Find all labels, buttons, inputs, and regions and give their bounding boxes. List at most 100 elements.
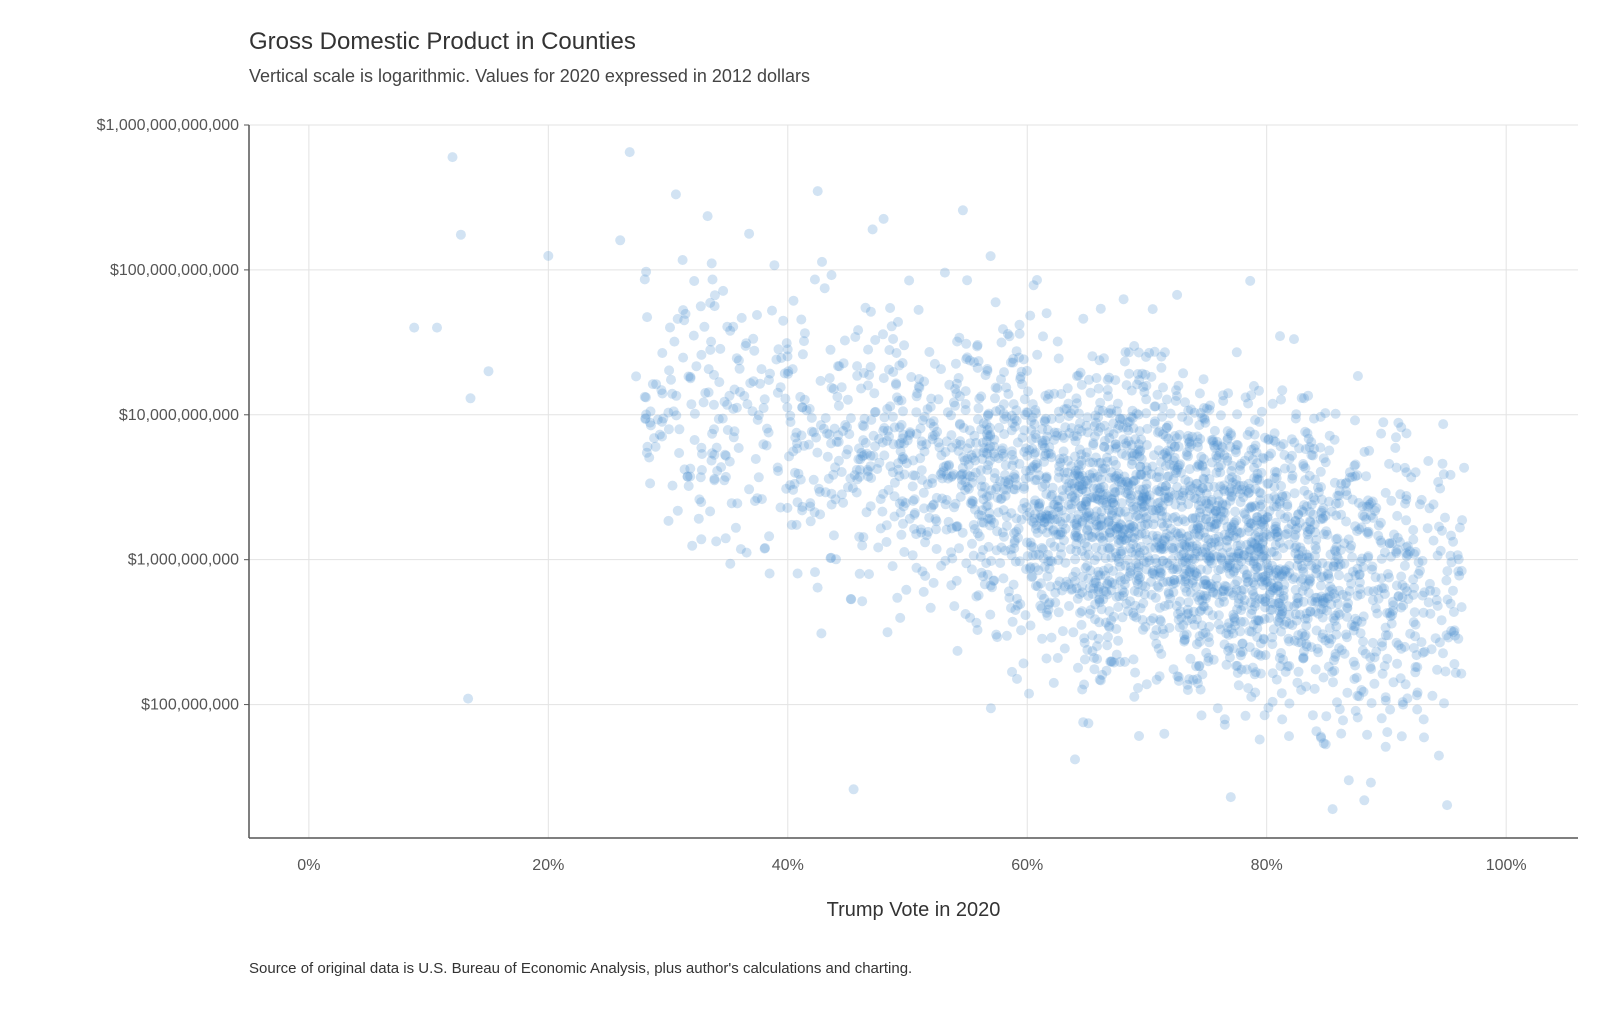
scatter-point	[1448, 627, 1459, 637]
scatter-point	[1080, 512, 1091, 523]
scatter-point	[999, 414, 1010, 425]
scatter-point	[1087, 630, 1098, 641]
scatter-point	[1230, 563, 1241, 574]
scatter-point	[1179, 635, 1190, 646]
scatter-point	[1203, 632, 1214, 643]
scatter-point	[1053, 502, 1064, 512]
scatter-point	[1243, 450, 1254, 461]
scatter-point	[639, 391, 650, 402]
scatter-point	[1077, 580, 1088, 591]
scatter-point	[947, 553, 958, 564]
scatter-point	[1069, 470, 1080, 481]
scatter-point	[877, 506, 888, 517]
scatter-point	[1057, 527, 1068, 538]
scatter-point	[943, 461, 954, 471]
scatter-point	[887, 411, 898, 422]
scatter-point	[1200, 575, 1211, 586]
scatter-point	[1119, 587, 1130, 598]
scatter-point	[960, 485, 971, 495]
scatter-point	[1216, 552, 1226, 563]
scatter-point	[1118, 422, 1128, 433]
scatter-point	[1453, 566, 1464, 577]
scatter-point	[1222, 562, 1233, 573]
scatter-point	[1145, 497, 1156, 508]
scatter-point	[1228, 609, 1239, 620]
scatter-point	[1123, 479, 1134, 490]
scatter-point	[943, 516, 954, 527]
scatter-point	[1446, 530, 1456, 541]
scatter-point	[927, 473, 938, 484]
scatter-point	[1076, 449, 1087, 460]
scatter-point	[671, 390, 682, 401]
scatter-point	[1276, 569, 1287, 580]
scatter-point	[1266, 547, 1277, 558]
scatter-point	[1250, 667, 1261, 678]
scatter-point	[1329, 655, 1339, 666]
scatter-point	[772, 387, 783, 398]
scatter-point	[1194, 631, 1205, 642]
scatter-point	[722, 321, 733, 332]
scatter-point	[1068, 627, 1079, 638]
scatter-point	[924, 512, 935, 523]
scatter-point	[1349, 621, 1360, 632]
scatter-point	[1204, 503, 1215, 514]
scatter-point	[815, 375, 826, 386]
scatter-point	[784, 451, 794, 462]
scatter-point	[1287, 620, 1298, 631]
scatter-point	[967, 477, 978, 488]
scatter-point	[1153, 643, 1164, 654]
scatter-point	[838, 358, 849, 369]
scatter-point	[893, 464, 904, 475]
scatter-point	[1184, 567, 1195, 578]
scatter-point	[1217, 586, 1228, 597]
scatter-point	[1270, 564, 1281, 575]
scatter-point	[1128, 607, 1139, 618]
scatter-point	[1172, 462, 1183, 473]
scatter-point	[1241, 539, 1252, 550]
scatter-point	[1155, 486, 1165, 497]
scatter-point	[1253, 615, 1263, 626]
scatter-point	[1124, 519, 1135, 530]
scatter-point	[1203, 482, 1214, 492]
scatter-point	[1047, 556, 1057, 567]
scatter-point	[1170, 527, 1181, 538]
scatter-point	[695, 472, 706, 483]
scatter-point	[893, 395, 904, 406]
scatter-point	[1063, 579, 1074, 590]
scatter-point	[953, 373, 964, 383]
scatter-point	[1120, 535, 1131, 546]
scatter-point	[969, 357, 979, 368]
scatter-point	[1027, 571, 1038, 582]
scatter-point	[1001, 382, 1012, 393]
scatter-point	[1262, 512, 1273, 523]
scatter-point	[705, 344, 716, 355]
scatter-point	[706, 336, 717, 347]
scatter-point	[1168, 512, 1178, 523]
scatter-point	[1240, 509, 1251, 520]
scatter-point	[1133, 587, 1144, 598]
scatter-point	[1226, 624, 1237, 635]
scatter-point	[1442, 594, 1453, 605]
scatter-point	[792, 497, 803, 508]
scatter-point	[957, 468, 968, 479]
scatter-point	[1399, 641, 1410, 652]
scatter-point	[1286, 434, 1297, 445]
scatter-point	[1208, 654, 1219, 665]
scatter-point	[739, 391, 750, 401]
scatter-point	[1074, 481, 1085, 492]
scatter-point	[1239, 455, 1250, 466]
scatter-point	[1203, 656, 1214, 667]
scatter-point	[970, 467, 981, 478]
scatter-point	[1108, 418, 1119, 429]
scatter-point	[465, 393, 476, 404]
scatter-point	[1439, 698, 1449, 709]
scatter-point	[1277, 603, 1288, 614]
scatter-point	[1008, 472, 1019, 483]
scatter-point	[917, 415, 928, 426]
scatter-point	[652, 414, 663, 425]
scatter-point	[1297, 585, 1308, 596]
scatter-point	[1300, 613, 1311, 624]
scatter-point	[889, 491, 900, 502]
scatter-point	[1046, 491, 1057, 502]
scatter-point	[1448, 585, 1458, 596]
